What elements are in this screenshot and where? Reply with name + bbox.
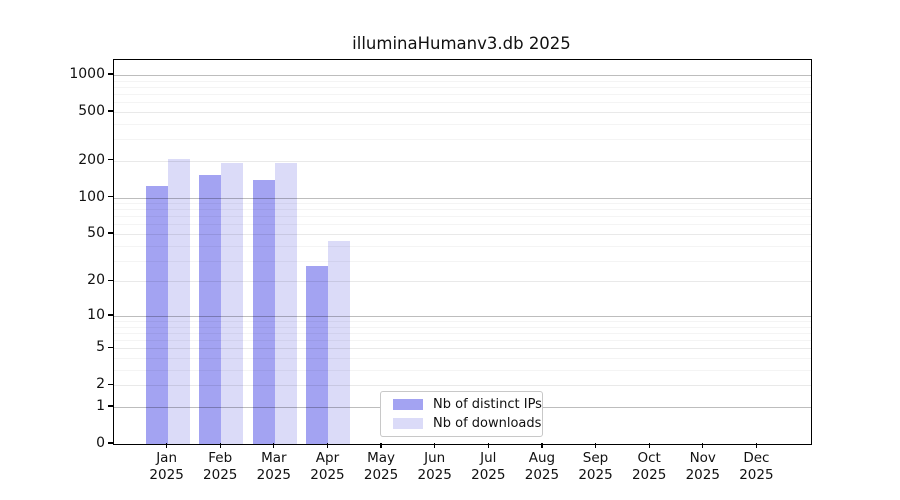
y-tick-mark <box>108 159 113 161</box>
bar-downloads-apr <box>328 240 351 444</box>
gridline-minor <box>114 123 811 125</box>
legend-label-distinct-ips: Nb of distinct IPs <box>433 396 542 412</box>
y-tick-mark <box>108 279 113 281</box>
gridline-minor <box>114 326 811 328</box>
x-tick-mark <box>541 443 543 448</box>
bar-downloads-jan <box>167 159 190 444</box>
y-tick-label: 1 <box>96 397 105 414</box>
y-tick-mark <box>108 405 113 407</box>
gridline-minor <box>114 332 811 334</box>
y-tick-mark <box>108 195 113 198</box>
gridline-minor <box>114 203 811 205</box>
gridline-500 <box>114 111 811 113</box>
x-tick-label: Feb 2025 <box>203 450 238 483</box>
legend-item-downloads: Nb of downloads <box>393 416 542 432</box>
bar-distinct-ips-jan <box>145 185 168 444</box>
x-tick-label: May 2025 <box>363 450 399 483</box>
x-tick-label: Oct 2025 <box>631 450 667 483</box>
gridline-minor <box>114 340 811 342</box>
y-tick-mark <box>108 314 113 316</box>
y-tick-label: 20 <box>87 272 105 289</box>
bar-distinct-ips-mar <box>252 179 275 444</box>
gridline-minor <box>114 260 811 262</box>
gridline-minor <box>114 358 811 360</box>
legend: Nb of distinct IPs Nb of downloads <box>380 391 543 437</box>
y-tick-label: 5 <box>96 339 105 356</box>
y-tick-mark <box>108 442 113 444</box>
y-tick-mark <box>108 232 113 234</box>
y-tick-label: 50 <box>87 224 105 241</box>
y-tick-mark <box>108 73 113 75</box>
y-tick-mark <box>108 110 113 112</box>
x-tick-mark <box>487 443 489 448</box>
x-tick-label: Mar 2025 <box>256 450 292 483</box>
y-tick-label: 1000 <box>69 66 105 82</box>
gridline-10 <box>114 315 811 317</box>
gridline-2 <box>114 385 811 387</box>
x-tick-label: Dec 2025 <box>739 450 774 483</box>
y-tick-label: 10 <box>87 306 105 323</box>
x-tick-mark <box>380 443 382 448</box>
y-tick-mark <box>108 383 113 385</box>
gridline-minor <box>114 94 811 96</box>
gridline-minor <box>114 80 811 82</box>
gridline-minor <box>114 209 811 211</box>
x-tick-label: Sep 2025 <box>578 450 613 483</box>
gridline-200 <box>114 160 811 162</box>
bar-downloads-feb <box>221 163 244 444</box>
x-tick-mark <box>702 443 704 448</box>
legend-item-distinct-ips: Nb of distinct IPs <box>393 397 542 413</box>
x-tick-mark <box>219 443 221 448</box>
gridline-minor <box>114 102 811 104</box>
x-tick-label: Aug 2025 <box>524 450 560 483</box>
gridline-minor <box>114 86 811 88</box>
x-tick-label: Jan 2025 <box>149 450 184 483</box>
gridline-minor <box>114 245 811 247</box>
x-tick-mark <box>166 443 168 448</box>
x-tick-mark <box>434 443 436 448</box>
x-tick-mark <box>755 443 757 448</box>
bar-distinct-ips-feb <box>199 174 222 444</box>
gridline-minor <box>114 224 811 226</box>
y-tick-label: 200 <box>78 151 105 168</box>
x-tick-label: Apr 2025 <box>310 450 345 483</box>
x-tick-label: Nov 2025 <box>685 450 720 483</box>
y-tick-label: 0 <box>96 435 105 451</box>
bar-downloads-mar <box>274 163 297 444</box>
x-tick-mark <box>326 443 329 448</box>
gridline-minor <box>114 369 811 371</box>
legend-label-downloads: Nb of downloads <box>433 415 542 431</box>
gridline-100 <box>114 197 811 199</box>
y-tick-label: 100 <box>78 188 105 205</box>
x-tick-label: Jul 2025 <box>471 450 506 483</box>
gridline-50 <box>114 233 811 235</box>
y-tick-mark <box>108 346 113 348</box>
chart-title: illuminaHumanv3.db 2025 <box>352 34 571 53</box>
gridline-20 <box>114 281 811 283</box>
legend-swatch-downloads <box>393 418 423 429</box>
gridline-5 <box>114 348 811 350</box>
bar-distinct-ips-apr <box>306 266 329 444</box>
gridline-minor <box>114 139 811 141</box>
gridline-1000 <box>114 75 811 76</box>
x-tick-mark <box>594 443 597 448</box>
bars-layer <box>114 60 811 444</box>
gridline-minor <box>114 321 811 323</box>
gridline-minor <box>114 216 811 218</box>
gridlines-layer <box>114 60 811 444</box>
x-tick-mark <box>273 443 275 448</box>
plot-area <box>113 59 812 445</box>
x-tick-label: Jun 2025 <box>417 450 452 483</box>
legend-swatch-distinct-ips <box>393 399 423 410</box>
y-tick-label: 500 <box>78 102 105 119</box>
y-tick-label: 2 <box>96 376 105 393</box>
x-tick-mark <box>648 443 650 448</box>
